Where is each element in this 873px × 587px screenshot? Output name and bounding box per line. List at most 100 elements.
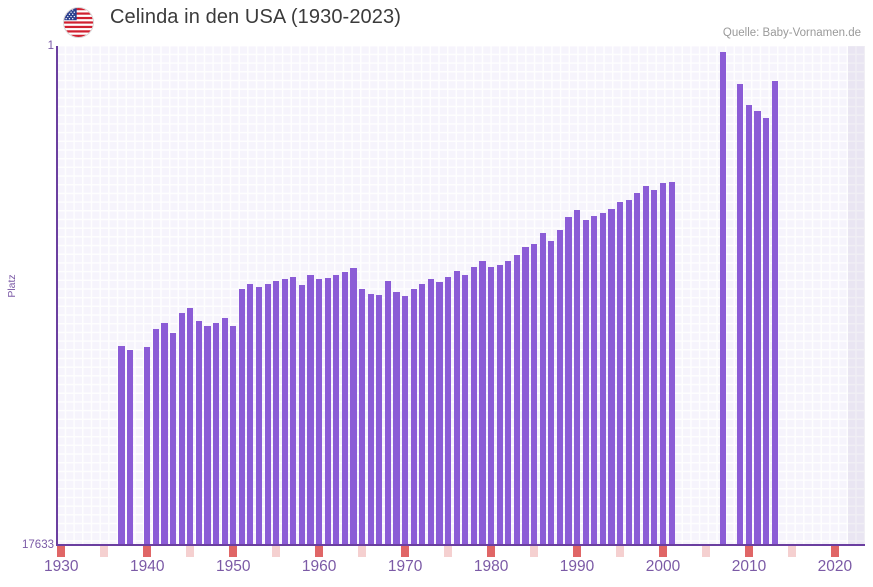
x-tick-label: 1980 bbox=[473, 558, 509, 575]
bar bbox=[445, 276, 452, 545]
bar bbox=[651, 190, 658, 545]
bar bbox=[384, 280, 392, 545]
x-tick-label: 2000 bbox=[645, 558, 681, 575]
x-tick-minor bbox=[443, 546, 453, 557]
bar bbox=[599, 212, 606, 545]
x-tick-label: 1930 bbox=[44, 558, 79, 575]
bar bbox=[230, 326, 237, 545]
bar bbox=[281, 279, 288, 545]
bar bbox=[273, 280, 280, 545]
bar bbox=[187, 307, 194, 545]
x-tick-major bbox=[486, 546, 496, 557]
page-title: Celinda in den USA (1930-2023) bbox=[110, 6, 401, 28]
y-axis-line bbox=[56, 46, 58, 545]
bar bbox=[668, 181, 675, 545]
bar bbox=[530, 244, 538, 545]
x-tick-label: 1940 bbox=[130, 558, 165, 575]
bar bbox=[264, 283, 271, 545]
bar bbox=[745, 105, 753, 545]
bar-series bbox=[57, 46, 865, 545]
x-tick-minor bbox=[787, 546, 797, 557]
bar bbox=[573, 210, 581, 545]
y-axis-title: Platz bbox=[6, 274, 18, 298]
bar bbox=[539, 232, 546, 545]
usa-flag-icon bbox=[63, 7, 94, 38]
bar bbox=[565, 217, 572, 545]
bar bbox=[754, 111, 761, 545]
bar bbox=[462, 275, 469, 545]
plot-area bbox=[57, 46, 865, 545]
bar bbox=[204, 326, 211, 545]
x-tick-major bbox=[658, 546, 668, 557]
bar bbox=[350, 268, 357, 545]
bar bbox=[212, 323, 220, 545]
x-tick-label: 1960 bbox=[301, 558, 337, 575]
bar bbox=[659, 183, 667, 545]
bar bbox=[419, 283, 426, 545]
x-tick-minor bbox=[701, 546, 711, 557]
bar bbox=[393, 292, 400, 545]
bar bbox=[608, 208, 615, 545]
source-note: Quelle: Baby-Vornamen.de bbox=[722, 27, 861, 39]
bar bbox=[771, 81, 778, 545]
bar bbox=[169, 333, 177, 545]
x-tick-major bbox=[229, 546, 238, 557]
bar bbox=[582, 220, 589, 545]
bar bbox=[591, 215, 598, 545]
bar bbox=[238, 289, 245, 545]
bar bbox=[367, 293, 374, 545]
bar bbox=[496, 265, 503, 545]
bar bbox=[625, 200, 632, 545]
bar bbox=[522, 246, 529, 545]
bar bbox=[402, 296, 409, 545]
bar bbox=[126, 350, 134, 545]
x-tick-major bbox=[830, 546, 840, 557]
bar bbox=[221, 317, 228, 545]
x-tick-major bbox=[400, 546, 410, 557]
bar bbox=[642, 186, 649, 545]
bar bbox=[152, 328, 159, 545]
bar bbox=[616, 201, 624, 545]
x-tick-minor bbox=[100, 546, 109, 557]
x-tick-minor bbox=[186, 546, 195, 557]
bar bbox=[290, 276, 297, 545]
bar bbox=[324, 278, 331, 545]
bar bbox=[298, 285, 306, 545]
bar bbox=[247, 283, 254, 545]
x-tick-label: 1990 bbox=[559, 558, 595, 575]
bar bbox=[634, 193, 641, 545]
x-axis-line bbox=[56, 544, 865, 546]
x-tick-major bbox=[744, 546, 754, 557]
x-tick-label: 2020 bbox=[817, 558, 853, 575]
x-tick-label: 1970 bbox=[387, 558, 423, 575]
bar bbox=[359, 289, 366, 545]
chart-header: Celinda in den USA (1930-2023) Quelle: B… bbox=[0, 0, 873, 46]
bar bbox=[144, 347, 151, 545]
bar bbox=[255, 286, 263, 545]
bar bbox=[453, 270, 460, 545]
y-axis-top-label: 1 bbox=[47, 40, 54, 52]
bar bbox=[333, 275, 340, 545]
bar bbox=[470, 266, 477, 545]
x-tick-label: 1950 bbox=[215, 558, 251, 575]
bar bbox=[720, 51, 727, 545]
x-tick-major bbox=[57, 546, 66, 557]
x-tick-major bbox=[572, 546, 582, 557]
x-tick-minor bbox=[357, 546, 367, 557]
bar bbox=[505, 261, 512, 545]
bar bbox=[737, 84, 744, 545]
bar bbox=[410, 289, 417, 545]
bar bbox=[376, 295, 383, 545]
bar bbox=[487, 266, 495, 545]
bar bbox=[195, 320, 202, 545]
bar bbox=[548, 241, 555, 545]
x-tick-major bbox=[315, 546, 324, 557]
bar bbox=[427, 279, 434, 545]
bar bbox=[118, 345, 125, 545]
x-tick-minor bbox=[272, 546, 281, 557]
bar bbox=[161, 323, 168, 545]
bar bbox=[479, 261, 486, 545]
bar bbox=[513, 255, 520, 545]
bar bbox=[341, 272, 349, 545]
